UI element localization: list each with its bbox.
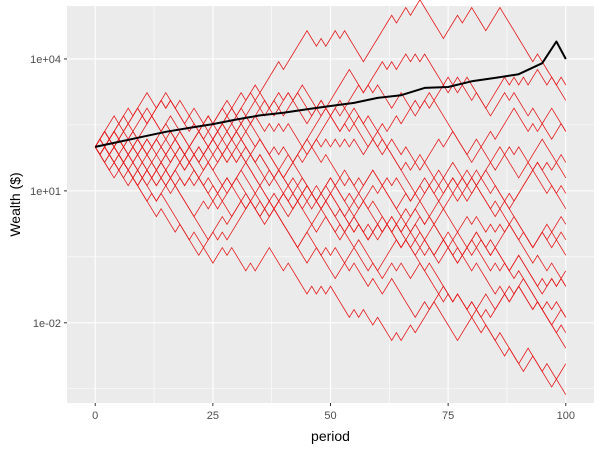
- random-wealth-path: [94, 130, 567, 334]
- y-tick-label: 1e+01: [30, 186, 61, 198]
- x-tick-label: 0: [92, 410, 98, 422]
- random-wealth-path: [94, 122, 567, 395]
- expected-wealth-line: [94, 40, 567, 148]
- x-tick-label: 100: [557, 410, 575, 422]
- y-tick-label: 1e+04: [30, 54, 61, 66]
- random-wealth-path: [94, 138, 567, 295]
- random-wealth-path: [94, 146, 567, 342]
- x-axis: 0 25 50 75 100: [92, 403, 575, 422]
- random-wealth-path: [94, 107, 567, 326]
- x-tick-label: 75: [442, 410, 454, 422]
- major-gridlines: [67, 6, 594, 403]
- x-axis-title: period: [311, 428, 350, 444]
- x-tick-label: 50: [324, 410, 336, 422]
- random-wealth-path: [94, 115, 567, 195]
- x-tick-label: 25: [207, 410, 219, 422]
- random-wealth-path: [94, 146, 567, 349]
- y-axis-title: Wealth ($): [7, 172, 23, 236]
- y-axis: 1e-02 1e+01 1e+04: [30, 54, 67, 330]
- y-tick-label: 1e-02: [33, 318, 61, 330]
- random-paths: [94, 0, 567, 395]
- expected-wealth-path: [94, 40, 567, 148]
